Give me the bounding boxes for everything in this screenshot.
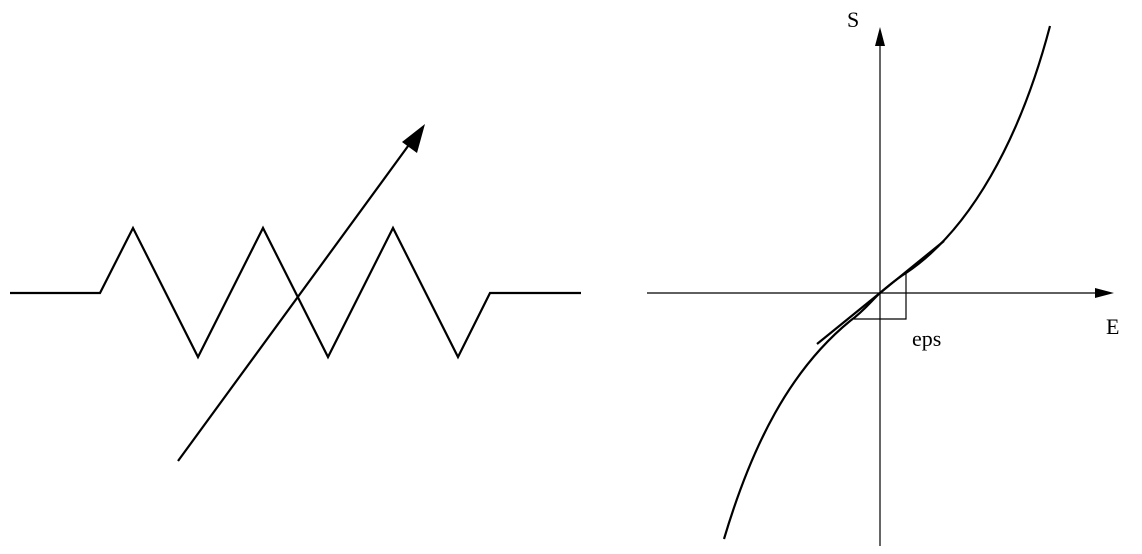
- resistor-zigzag: [10, 225, 581, 360]
- eps-label: eps: [912, 326, 941, 351]
- x-axis-label: E: [1106, 314, 1119, 339]
- y-axis-arrowhead: [875, 27, 885, 46]
- eps-bracket: [854, 272, 907, 320]
- characteristic-plot: S E eps: [647, 7, 1119, 546]
- x-axis-arrowhead: [1095, 288, 1114, 298]
- y-axis-label: S: [847, 7, 859, 32]
- variable-resistor-symbol: [10, 124, 581, 462]
- variable-arrow-head: [402, 124, 425, 153]
- variable-arrow-shaft: [177, 141, 412, 462]
- characteristic-curve: [722, 25, 1052, 540]
